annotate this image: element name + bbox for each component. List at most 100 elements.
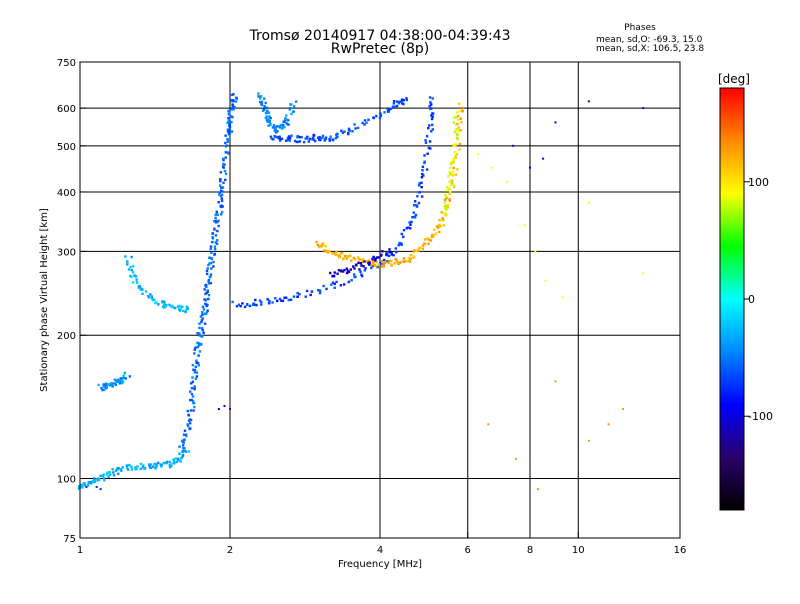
data-point [120,377,123,380]
data-point [197,364,200,367]
data-point [296,134,299,138]
data-point [449,173,452,176]
data-point [406,226,410,229]
data-point [424,141,428,145]
data-point [313,139,317,143]
data-point [189,398,192,402]
data-point [232,108,235,111]
x-axis-ticks: 1 2 4 6 8 10 16 [77,532,686,556]
data-point [246,303,249,307]
data-point [353,267,356,270]
data-point [105,385,109,388]
data-point [239,304,242,308]
data-point [400,98,404,101]
data-point [452,157,456,160]
data-point [339,284,343,287]
data-point [458,102,461,105]
data-point [288,107,292,110]
data-point [260,303,263,306]
data-point [434,232,438,235]
data-point [231,300,234,304]
data-point [353,123,356,126]
data-point [319,290,322,293]
data-point [229,407,231,410]
data-point [170,304,174,308]
data-point [224,172,228,176]
data-point [461,106,465,110]
data-point [382,261,385,264]
data-point [316,243,320,247]
data-point [343,268,346,272]
data-point [165,303,168,307]
data-point [192,409,195,412]
data-point [347,127,351,131]
data-point [345,271,349,275]
data-point [105,383,108,386]
data-point [432,233,436,237]
data-point [425,134,429,138]
data-point [304,137,307,140]
data-point [399,261,402,264]
data-point [209,247,212,251]
data-point [266,298,269,301]
data-point [311,138,314,141]
data-point [388,248,391,251]
data-point [429,239,433,242]
data-point [381,250,384,253]
data-point [607,423,610,426]
data-point [235,97,238,100]
data-point [220,204,223,207]
data-point [257,92,260,95]
data-point [206,303,209,307]
data-point [454,116,457,119]
data-point [267,111,271,115]
data-point [279,139,282,142]
data-point [226,121,229,125]
data-point [300,136,303,139]
data-point [220,186,223,189]
data-point [217,200,220,204]
data-point [230,115,233,118]
data-point [268,115,271,118]
data-point [426,152,429,156]
data-point [217,224,220,228]
data-point [445,186,449,189]
data-point [207,278,211,282]
data-point [443,198,447,201]
data-point [421,172,424,176]
data-point [190,392,194,396]
data-point [227,116,230,120]
data-point [413,249,416,252]
data-point [367,259,371,262]
data-point [289,298,293,301]
data-point [561,296,564,299]
data-point [455,127,458,131]
data-point [186,423,189,426]
data-point [430,235,434,238]
data-point [208,262,211,265]
data-point [452,185,456,189]
data-point [438,230,441,234]
data-point [389,107,393,110]
data-point [267,124,270,127]
data-point [142,464,145,467]
data-point [450,179,454,182]
data-point [120,469,123,473]
data-point [377,263,380,266]
data-point [199,342,203,346]
data-point [315,240,318,244]
x-tick-label: 2 [227,545,233,556]
data-point [395,250,398,254]
data-point [268,301,271,305]
data-point [215,242,219,246]
data-point [328,271,332,275]
data-point [265,109,269,113]
data-point [228,128,231,131]
data-point [190,382,193,385]
data-point [445,195,448,199]
data-point [137,286,140,289]
data-point [227,124,231,127]
data-point [196,332,199,335]
data-point [415,204,418,207]
data-point [205,269,209,273]
